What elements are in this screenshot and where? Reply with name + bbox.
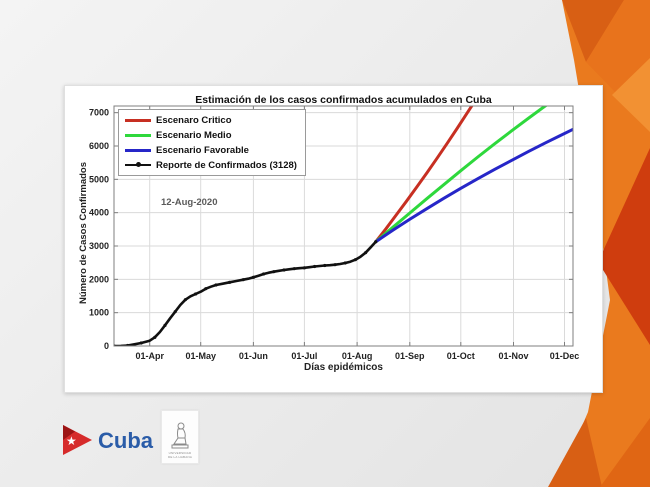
y-tick-label: 5000: [89, 174, 109, 184]
series-marker: [262, 272, 266, 276]
x-tick-label: 01-Oct: [447, 351, 475, 361]
series-marker: [272, 270, 276, 274]
university-logo-text-line2: DE LA HABANA: [167, 454, 193, 459]
decor-light-facet: [612, 58, 650, 132]
legend-item: Escenario Favorable: [125, 143, 297, 157]
series-marker: [194, 292, 198, 296]
series-marker: [183, 298, 187, 302]
series-marker: [153, 335, 157, 339]
x-tick-label: 01-Aug: [342, 351, 373, 361]
series-marker: [364, 251, 368, 255]
x-tick-label: 01-Jul: [291, 351, 317, 361]
legend-item: Escenaro Critico: [125, 113, 297, 127]
series-marker: [204, 287, 208, 291]
legend-label: Escenario Favorable: [156, 144, 249, 156]
x-tick-label: 01-May: [185, 351, 216, 361]
legend-item: Escenario Medio: [125, 128, 297, 142]
series-marker: [343, 261, 347, 265]
chart-legend: Escenaro Critico Escenario Medio Escenario…: [118, 109, 306, 176]
x-tick-label: 01-Dec: [550, 351, 580, 361]
y-axis-label: Número de Casos Confirmados: [78, 162, 89, 304]
decor-red-facet: [598, 148, 650, 345]
y-tick-label: 4000: [89, 208, 109, 218]
series-line: [374, 127, 573, 244]
university-logo-text-line1: UNIVERSIDAD: [168, 451, 192, 455]
legend-label: Escenaro Critico: [156, 114, 232, 126]
y-tick-label: 7000: [89, 108, 109, 118]
y-tick-label: 2000: [89, 274, 109, 284]
series-marker: [313, 264, 317, 269]
series-marker: [228, 280, 232, 284]
series-line: [374, 106, 548, 244]
series-marker: [302, 266, 306, 270]
legend-line-sample: [125, 133, 151, 137]
series-marker: [323, 263, 327, 268]
series-marker: [333, 263, 337, 267]
y-tick-label: 6000: [89, 141, 109, 151]
chart-panel: 0 1000 2000 3000 4000 5000 6000 7000 01-Apr 01-Ma…: [64, 85, 603, 393]
series-marker: [353, 258, 357, 262]
y-tick-label: 3000: [89, 241, 109, 251]
legend-item: Reporte de Confirmados (3128): [125, 158, 297, 172]
footer-logos: ★ Cuba UNIVERSIDAD DE LA HABANA: [60, 408, 199, 466]
series-marker: [374, 240, 378, 244]
series-marker: [282, 268, 286, 272]
series-marker: [251, 275, 255, 279]
flag-star-icon: ★: [66, 434, 77, 448]
x-axis-label: Días epidémicos: [304, 362, 383, 373]
legend-label: Reporte de Confirmados (3128): [156, 159, 297, 171]
series-marker: [173, 310, 177, 314]
series-marker: [126, 343, 130, 346]
x-tick-label: 01-Apr: [135, 351, 164, 361]
cuba-flag-icon: ★: [63, 425, 92, 455]
alma-mater-figure-icon: [171, 422, 189, 449]
cuba-wordmark: Cuba: [98, 428, 153, 453]
x-tick-label: 01-Nov: [498, 351, 528, 361]
x-tick-label: 01-Jun: [239, 351, 268, 361]
series-line: [374, 106, 474, 244]
universidad-de-la-habana-logo: UNIVERSIDAD DE LA HABANA: [161, 410, 199, 464]
series-marker: [214, 283, 218, 287]
decor-orange-base: [556, 0, 650, 487]
decor-dark-facet-bottom-left: [548, 418, 602, 487]
legend-line-sample: [125, 162, 151, 167]
series-marker: [163, 323, 167, 327]
legend-line-sample: [125, 118, 151, 122]
decor-dark-facet-top: [562, 0, 624, 62]
series-marker: [139, 341, 143, 345]
date-annotation: 12-Aug-2020: [161, 197, 218, 208]
legend-line-sample: [125, 148, 151, 152]
series-marker: [241, 278, 245, 282]
y-tick-label: 0: [104, 341, 109, 351]
y-tick-label: 1000: [89, 308, 109, 318]
chart-title: Estimación de los casos confirmados acum…: [195, 94, 492, 106]
decor-dark-facet-bottom-right: [600, 418, 650, 487]
x-tick-label: 01-Sep: [395, 351, 425, 361]
legend-label: Escenario Medio: [156, 129, 232, 141]
series-marker: [292, 267, 296, 271]
